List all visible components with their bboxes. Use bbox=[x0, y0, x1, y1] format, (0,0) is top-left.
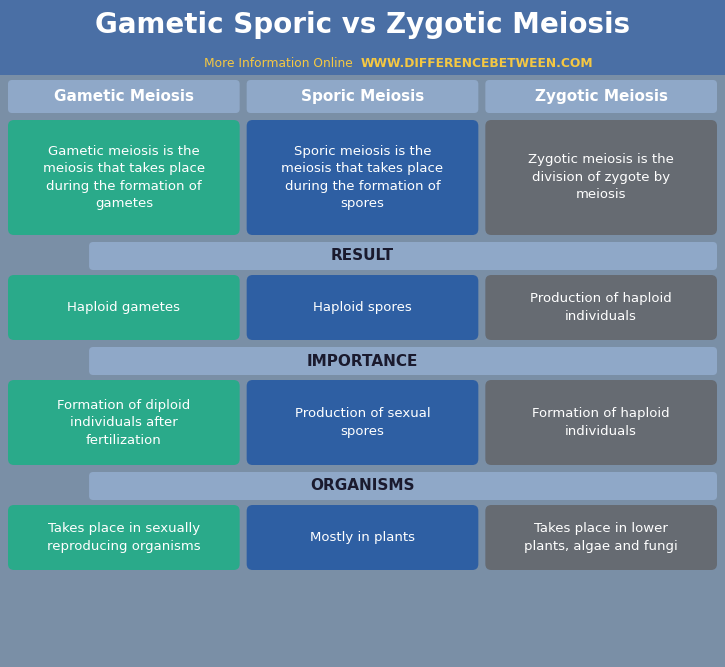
Text: Gametic meiosis is the
meiosis that takes place
during the formation of
gametes: Gametic meiosis is the meiosis that take… bbox=[43, 145, 205, 210]
FancyBboxPatch shape bbox=[89, 242, 717, 270]
Text: More Information Online: More Information Online bbox=[204, 57, 360, 70]
Text: Haploid gametes: Haploid gametes bbox=[67, 301, 181, 314]
FancyBboxPatch shape bbox=[247, 120, 478, 235]
FancyBboxPatch shape bbox=[485, 80, 717, 113]
FancyBboxPatch shape bbox=[8, 380, 240, 465]
Text: Formation of haploid
individuals: Formation of haploid individuals bbox=[532, 408, 670, 438]
Text: Sporic Meiosis: Sporic Meiosis bbox=[301, 89, 424, 104]
Text: Production of sexual
spores: Production of sexual spores bbox=[294, 408, 431, 438]
Text: ORGANISMS: ORGANISMS bbox=[310, 478, 415, 494]
FancyBboxPatch shape bbox=[485, 505, 717, 570]
Text: WWW.DIFFERENCEBETWEEN.COM: WWW.DIFFERENCEBETWEEN.COM bbox=[360, 57, 593, 70]
FancyBboxPatch shape bbox=[8, 80, 240, 113]
Text: Formation of diploid
individuals after
fertilization: Formation of diploid individuals after f… bbox=[57, 398, 191, 446]
Text: Haploid spores: Haploid spores bbox=[313, 301, 412, 314]
FancyBboxPatch shape bbox=[485, 120, 717, 235]
FancyBboxPatch shape bbox=[485, 275, 717, 340]
Text: IMPORTANCE: IMPORTANCE bbox=[307, 354, 418, 368]
FancyBboxPatch shape bbox=[89, 472, 717, 500]
FancyBboxPatch shape bbox=[247, 380, 478, 465]
FancyBboxPatch shape bbox=[0, 0, 725, 52]
Text: Zygotic meiosis is the
division of zygote by
meiosis: Zygotic meiosis is the division of zygot… bbox=[529, 153, 674, 201]
FancyBboxPatch shape bbox=[485, 380, 717, 465]
FancyBboxPatch shape bbox=[8, 505, 240, 570]
Text: Gametic Meiosis: Gametic Meiosis bbox=[54, 89, 194, 104]
Text: Sporic meiosis is the
meiosis that takes place
during the formation of
spores: Sporic meiosis is the meiosis that takes… bbox=[281, 145, 444, 210]
Text: Production of haploid
individuals: Production of haploid individuals bbox=[530, 292, 672, 323]
FancyBboxPatch shape bbox=[247, 275, 478, 340]
Text: Zygotic Meiosis: Zygotic Meiosis bbox=[534, 89, 668, 104]
Text: Takes place in lower
plants, algae and fungi: Takes place in lower plants, algae and f… bbox=[524, 522, 678, 553]
Text: Takes place in sexually
reproducing organisms: Takes place in sexually reproducing orga… bbox=[47, 522, 201, 553]
FancyBboxPatch shape bbox=[0, 52, 725, 75]
Text: RESULT: RESULT bbox=[331, 249, 394, 263]
FancyBboxPatch shape bbox=[8, 120, 240, 235]
FancyBboxPatch shape bbox=[247, 80, 478, 113]
FancyBboxPatch shape bbox=[89, 347, 717, 375]
FancyBboxPatch shape bbox=[247, 505, 478, 570]
Text: Gametic Sporic vs Zygotic Meiosis: Gametic Sporic vs Zygotic Meiosis bbox=[95, 11, 630, 39]
FancyBboxPatch shape bbox=[8, 275, 240, 340]
Text: Mostly in plants: Mostly in plants bbox=[310, 531, 415, 544]
